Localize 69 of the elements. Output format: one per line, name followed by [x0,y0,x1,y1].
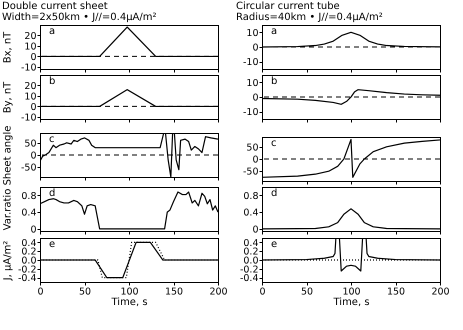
y-tick-label: 0 [252,92,258,104]
x-tick-label: 200 [431,286,450,298]
y-tick-label: 0 [252,42,258,54]
y-axis-title: J, μA/m² [2,240,14,282]
annotation: a [49,26,56,37]
y-tick-label: -50 [242,166,258,178]
x-tick-label: 150 [386,286,406,298]
y-tick-label: 20 [24,80,36,92]
y-tick-label: 10 [246,78,258,89]
y-tick-label: -0.4 [18,273,36,284]
y-tick-label: 10 [24,91,36,102]
y-tick-label: 0.4 [243,208,258,219]
y-axis-title: Bx, nT [2,30,14,64]
x-tick-label: 50 [78,286,92,298]
annotation: b [271,76,278,87]
annotation: e [49,239,56,250]
y-tick-label: 0 [252,154,258,166]
y-axis-title: Sheet angle [2,126,14,186]
y-tick-label: 0 [252,224,258,236]
y-tick-label: 0.4 [21,238,36,249]
y-tick-label: 0.2 [21,246,36,258]
y-tick-label: 50 [246,142,258,154]
x-tick-label: 150 [164,286,184,298]
y-tick-label: 0 [30,102,36,113]
y-axis-title: By, nT [2,80,14,114]
annotation: e [271,239,278,250]
x-tick-label: 0 [37,286,44,298]
annotation: c [271,138,276,149]
x-tick-label: 50 [300,286,314,298]
y-tick-label: 20 [24,30,36,42]
chart-title: Circular current tube [236,1,340,12]
y-tick-label: -0.2 [240,264,258,276]
y-tick-label: 0.2 [243,246,258,258]
y-tick-label: 0.0 [21,256,36,266]
y-axis-title: Var.ratio [2,188,14,230]
y-tick-label: 50 [24,138,36,150]
y-tick-label: 0 [30,52,36,63]
y-tick-label: 0.8 [243,190,258,202]
annotation: b [49,76,56,87]
chart-title: Double current sheet [2,1,108,12]
y-tick-label: -10 [242,57,258,68]
y-tick-label: 10 [24,41,36,52]
x-tick-label: 200 [209,286,228,298]
y-tick-label: -10 [20,112,36,124]
x-tick-label: 100 [120,286,139,298]
annotation: d [271,188,278,199]
x-axis-title: Time, s [110,297,148,308]
y-tick-label: 0.0 [243,256,258,266]
y-tick-label: -10 [242,107,258,118]
annotation: c [49,134,54,145]
y-tick-label: 0.4 [243,238,258,249]
line-series [262,138,440,178]
y-tick-label: 0.4 [21,208,36,219]
x-tick-label: 100 [342,286,361,298]
chart-subtitle: Width=2x50km • J//=0.4μA/m² [2,12,157,23]
y-tick-label: -10 [20,62,36,74]
annotation: d [49,188,56,199]
y-tick-label: 0 [30,224,36,236]
y-tick-label: -50 [20,162,36,174]
line-series [40,133,218,177]
y-tick-label: -0.2 [18,264,36,276]
x-tick-label: 0 [259,286,266,298]
chart-subtitle: Radius=40km • J//=0.4μA/m² [236,12,383,23]
y-tick-label: 10 [246,28,258,39]
y-tick-label: 0.8 [21,190,36,202]
y-tick-label: 0 [30,150,36,162]
x-axis-title: Time, s [332,297,370,308]
annotation: a [271,26,278,37]
y-tick-label: -0.4 [240,273,258,284]
